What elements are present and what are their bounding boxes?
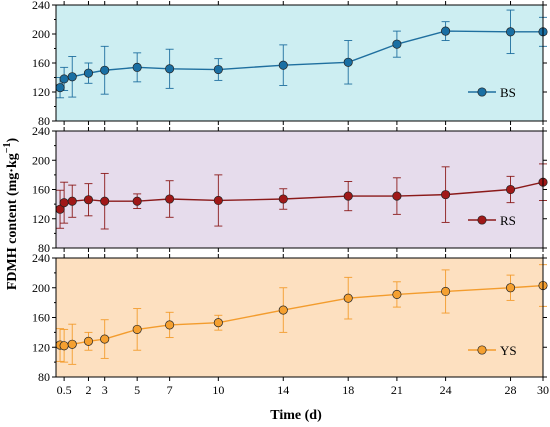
data-point <box>441 286 451 297</box>
data-point <box>55 83 65 93</box>
data-point <box>278 194 288 204</box>
data-point <box>441 26 451 36</box>
data-point <box>59 198 69 208</box>
data-point <box>132 196 142 206</box>
data-point <box>505 283 516 293</box>
data-point <box>67 72 77 82</box>
x-axis: 0.5 2 3 5 7 10 14 18 21 24 28 30 <box>57 383 549 397</box>
panel-background <box>56 258 543 377</box>
y-tick-label: 240 <box>32 124 50 138</box>
data-point <box>278 305 288 315</box>
data-point <box>505 184 516 195</box>
x-axis-title: Time (d) <box>270 408 322 423</box>
data-point <box>213 195 223 206</box>
legend-rs: RS <box>468 213 516 228</box>
data-point <box>67 339 77 349</box>
panel-frame <box>55 130 544 249</box>
y-axis-title-close: ) <box>5 138 20 143</box>
data-point <box>392 289 402 299</box>
data-point <box>83 336 94 346</box>
y-tick-label: 120 <box>32 85 50 99</box>
legend-marker <box>477 215 487 225</box>
panel-frame <box>55 4 544 122</box>
x-tick-label: 30 <box>537 383 549 397</box>
y-tick-label: 80 <box>38 370 50 384</box>
x-tick-label: 0.5 <box>57 383 72 397</box>
x-tick-label: 21 <box>391 383 403 397</box>
y-axis-title-main: FDMH content (mg·kg <box>5 153 20 290</box>
chart-panels: 80 120 160 200 240 BS 80 120 160 200 240 RS 80 120 160… <box>32 0 548 384</box>
y-tick-label: 80 <box>38 114 50 128</box>
data-point <box>100 196 110 206</box>
y-tick-label: 80 <box>38 241 50 255</box>
data-point <box>165 64 175 74</box>
y-tick-label: 240 <box>32 251 50 265</box>
y-tick-label: 160 <box>32 56 50 70</box>
x-tick-label: 3 <box>102 383 108 397</box>
data-point <box>132 324 142 334</box>
panel-bs: 80 120 160 200 240 BS <box>32 0 548 128</box>
y-tick-label: 160 <box>32 311 50 325</box>
panel-rs: 80 120 160 200 240 RS <box>32 124 548 255</box>
data-point <box>59 74 69 84</box>
data-point <box>343 191 353 201</box>
y-tick-label: 200 <box>32 27 50 41</box>
x-tick-label: 5 <box>134 383 140 397</box>
x-tick-label: 24 <box>440 383 452 397</box>
y-axis-title: FDMH content (mg·kg−1) <box>2 138 20 291</box>
legend-label: YS <box>500 343 517 358</box>
data-point <box>165 194 175 204</box>
data-point <box>441 190 451 200</box>
legend-label: BS <box>500 85 516 100</box>
data-point <box>59 341 69 351</box>
y-tick-label: 200 <box>32 281 50 295</box>
legend-marker <box>477 345 487 355</box>
data-point <box>83 68 94 78</box>
data-point <box>67 196 77 206</box>
panel-ys: 80 120 160 200 240 YS <box>32 251 548 384</box>
panel-background <box>56 131 543 248</box>
legend-marker <box>477 87 487 97</box>
data-point <box>83 195 94 205</box>
y-axis-title-sup: −1 <box>2 143 13 154</box>
legend-label: RS <box>500 213 516 228</box>
data-point <box>165 320 175 330</box>
data-point <box>100 65 110 75</box>
y-tick-label: 240 <box>32 0 50 12</box>
data-point <box>278 60 288 70</box>
data-point <box>392 39 402 49</box>
data-point <box>100 334 110 344</box>
data-point <box>132 62 142 72</box>
y-tick-label: 120 <box>32 212 50 226</box>
y-tick-label: 160 <box>32 183 50 197</box>
data-point <box>392 191 402 201</box>
legend-bs: BS <box>468 85 516 100</box>
x-tick-label: 18 <box>342 383 354 397</box>
x-tick-label: 2 <box>85 383 91 397</box>
panel-frame <box>55 257 544 378</box>
x-tick-label: 10 <box>212 383 224 397</box>
x-tick-label: 28 <box>505 383 517 397</box>
data-point <box>213 318 223 328</box>
panel-background <box>56 5 543 121</box>
data-point <box>343 57 353 67</box>
data-point <box>505 27 516 37</box>
x-tick-label: 7 <box>167 383 173 397</box>
y-tick-label: 120 <box>32 340 50 354</box>
legend-ys: YS <box>468 343 517 358</box>
data-point <box>343 293 353 303</box>
y-tick-label: 200 <box>32 153 50 167</box>
data-point <box>213 64 223 75</box>
x-tick-label: 14 <box>277 383 289 397</box>
